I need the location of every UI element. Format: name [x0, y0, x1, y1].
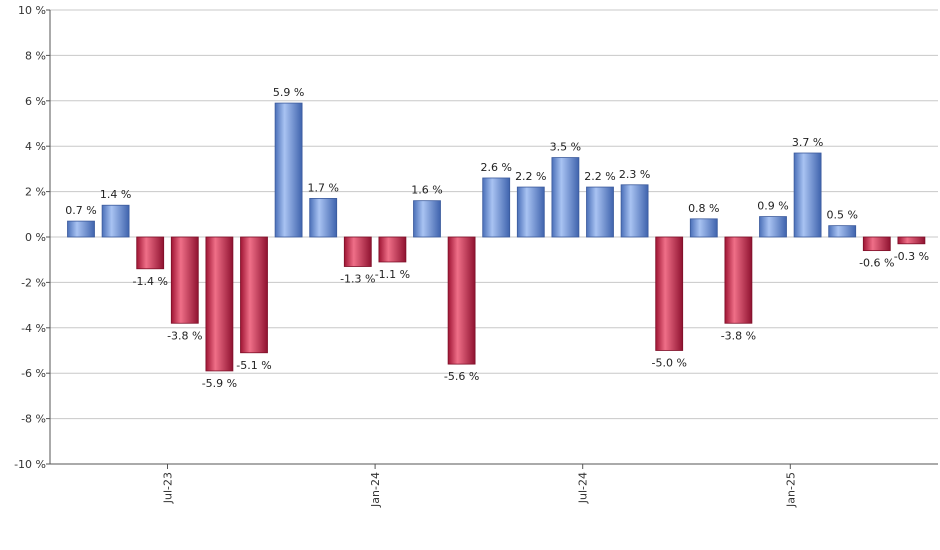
bar — [828, 225, 857, 238]
bar-value-label: 1.7 % — [307, 181, 338, 194]
x-tick-label: Jan-24 — [369, 472, 382, 508]
x-tick-label: Jan-25 — [784, 472, 797, 508]
bar-value-label: 2.3 % — [619, 168, 650, 181]
bar — [862, 236, 891, 252]
bar-value-label: -3.8 % — [167, 329, 202, 342]
bar — [724, 236, 753, 324]
bar-value-label: 3.7 % — [792, 136, 823, 149]
bar-value-label: -1.3 % — [340, 273, 375, 286]
bar — [516, 186, 545, 238]
bar — [136, 236, 165, 270]
bar-value-label: 0.7 % — [65, 204, 96, 217]
y-tick-label: -10 % — [14, 458, 46, 471]
y-tick-label: 4 % — [25, 140, 46, 153]
bar-value-label: -5.9 % — [202, 377, 237, 390]
bar-value-label: 2.2 % — [515, 170, 546, 183]
bar — [620, 184, 649, 238]
bar — [309, 198, 338, 238]
bar — [551, 157, 580, 238]
bar-value-label: 2.6 % — [480, 161, 511, 174]
bar — [274, 102, 303, 238]
bar — [447, 236, 476, 365]
bar — [689, 218, 718, 238]
bar — [586, 186, 614, 238]
bar — [205, 236, 234, 372]
bar-value-label: -3.8 % — [721, 329, 756, 342]
y-tick-label: -4 % — [21, 322, 46, 335]
bars — [67, 102, 926, 372]
bar-value-label: -0.6 % — [859, 257, 894, 270]
bar-value-label: 0.8 % — [688, 202, 719, 215]
y-tick-label: 6 % — [25, 95, 46, 108]
bar — [170, 236, 199, 324]
bar — [793, 152, 822, 238]
bar — [759, 216, 787, 238]
y-tick-label: -2 % — [21, 276, 46, 289]
y-tick-label: -8 % — [21, 413, 46, 426]
bar — [655, 236, 684, 351]
bar — [67, 220, 95, 238]
bar-value-label: 0.5 % — [826, 209, 857, 222]
bar — [482, 177, 511, 238]
bar-value-label: -0.3 % — [894, 250, 929, 263]
bar-value-label: 3.5 % — [550, 141, 581, 154]
bar-value-labels: 0.7 % 1.4 % -1.4 % -3.8 % -5.9 % -5.1 % 5.9 % 1… — [65, 86, 929, 390]
bar-value-label: 1.6 % — [411, 184, 442, 197]
bar — [240, 236, 268, 354]
bar — [897, 236, 926, 245]
bar — [413, 200, 441, 238]
bar-value-label: -5.6 % — [444, 370, 479, 383]
axes — [49, 10, 938, 465]
bar-value-label: 1.4 % — [100, 188, 131, 201]
bar — [101, 204, 130, 238]
y-tick-label: 8 % — [25, 49, 46, 62]
x-tick-label: Jul-23 — [162, 472, 175, 504]
bar-value-label: -1.4 % — [132, 275, 167, 288]
bar-value-label: -5.1 % — [236, 359, 271, 372]
bar-value-label: 2.2 % — [584, 170, 615, 183]
y-axis-ticks: 10 % 8 % 6 % 4 % 2 % 0 % -2 % -4 % -6 % -8 % -10 % — [14, 4, 50, 471]
bar — [378, 236, 407, 263]
bar-value-label: -1.1 % — [375, 268, 410, 281]
bar-value-label: -5.0 % — [651, 357, 686, 370]
bar — [343, 236, 372, 267]
x-axis-ticks: Jul-23 Jan-24 Jul-24 Jan-25 — [162, 464, 797, 508]
y-tick-label: 10 % — [18, 4, 46, 17]
x-tick-label: Jul-24 — [577, 472, 590, 504]
y-tick-label: 0 % — [25, 231, 46, 244]
y-tick-label: -6 % — [21, 367, 46, 380]
y-tick-label: 2 % — [25, 186, 46, 199]
bar-value-label: 5.9 % — [273, 86, 304, 99]
bar-value-label: 0.9 % — [757, 200, 788, 213]
